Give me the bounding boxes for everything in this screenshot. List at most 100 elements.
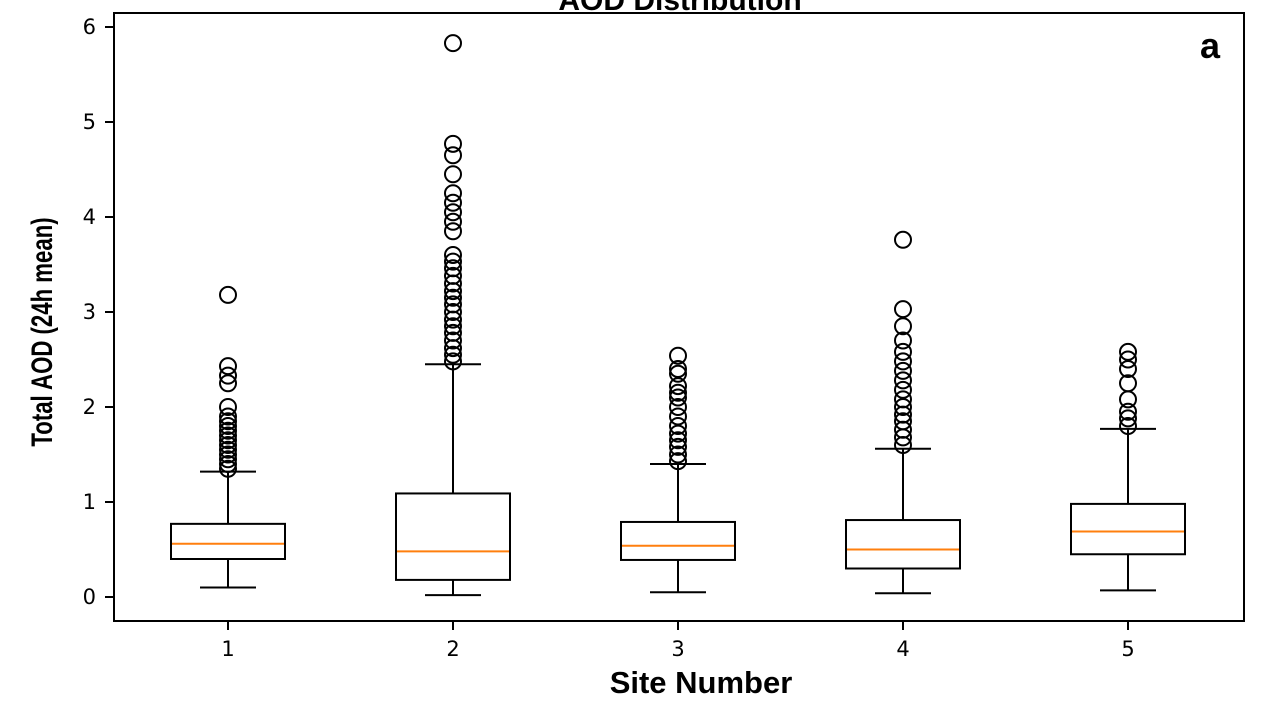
outlier-point bbox=[669, 364, 687, 383]
outlier-point bbox=[894, 371, 912, 390]
y-axis: 0 1 2 3 4 5 6 bbox=[83, 15, 114, 609]
outlier-point bbox=[219, 459, 237, 478]
x-tick-label: 1 bbox=[221, 637, 234, 661]
outlier-point bbox=[894, 342, 912, 361]
outlier-point bbox=[444, 193, 462, 212]
box-site-5 bbox=[1070, 342, 1186, 592]
outlier-point bbox=[669, 377, 687, 396]
outlier-point bbox=[669, 383, 687, 402]
outlier-point bbox=[444, 222, 462, 241]
y-tick-label: 6 bbox=[83, 15, 96, 39]
outlier-point bbox=[444, 212, 462, 231]
outlier-point bbox=[219, 455, 237, 473]
outlier-point bbox=[219, 374, 237, 393]
outlier-point bbox=[1119, 409, 1137, 428]
x-axis: 1 2 3 4 5 bbox=[221, 621, 1135, 661]
x-axis-label: Site Number bbox=[610, 665, 793, 700]
y-tick-label: 2 bbox=[83, 395, 96, 419]
outlier-point bbox=[1119, 390, 1137, 409]
outlier-point bbox=[669, 431, 687, 450]
x-tick-label: 2 bbox=[446, 637, 459, 661]
outlier-point bbox=[444, 252, 462, 271]
y-tick-label: 3 bbox=[83, 300, 96, 324]
outlier-point bbox=[669, 424, 687, 443]
outlier-point bbox=[894, 317, 912, 336]
outlier-point bbox=[444, 203, 462, 222]
outlier-point bbox=[444, 295, 462, 314]
y-axis-label: Total AOD (24h mean) bbox=[25, 217, 59, 446]
outlier-point bbox=[219, 417, 237, 435]
outlier-point bbox=[1119, 350, 1137, 369]
outlier-point bbox=[1119, 417, 1137, 435]
outlier-point bbox=[894, 398, 912, 416]
outlier-point bbox=[669, 388, 687, 407]
outlier-point bbox=[669, 445, 687, 464]
outlier-point bbox=[669, 417, 687, 435]
outlier-point bbox=[894, 230, 912, 249]
outlier-point bbox=[444, 288, 462, 307]
outlier-point bbox=[444, 352, 462, 371]
x-tick-label: 5 bbox=[1121, 637, 1134, 661]
outlier-point bbox=[444, 246, 462, 264]
outlier-point bbox=[894, 380, 912, 399]
outlier-point bbox=[444, 184, 462, 203]
outlier-point bbox=[894, 352, 912, 371]
outlier-point bbox=[669, 360, 687, 378]
box-site-4 bbox=[845, 230, 961, 595]
y-tick-label: 1 bbox=[83, 490, 96, 514]
outlier-point bbox=[444, 134, 462, 153]
outlier-point bbox=[444, 259, 462, 278]
box-site-2 bbox=[395, 34, 511, 597]
outlier-point bbox=[219, 398, 237, 416]
outlier-point bbox=[219, 285, 237, 304]
outlier-point bbox=[669, 398, 687, 416]
outlier-point bbox=[219, 407, 237, 426]
outlier-point bbox=[444, 303, 462, 321]
outlier-point bbox=[444, 323, 462, 342]
outlier-point bbox=[669, 346, 687, 365]
outlier-point bbox=[444, 345, 462, 364]
panel-label: a bbox=[1200, 25, 1221, 66]
outlier-point bbox=[894, 412, 912, 431]
outlier-point bbox=[444, 146, 462, 165]
outlier-point bbox=[669, 437, 687, 456]
outlier-point bbox=[444, 266, 462, 285]
outlier-point bbox=[444, 331, 462, 350]
x-tick-label: 3 bbox=[671, 637, 684, 661]
outlier-point bbox=[1119, 360, 1137, 378]
outlier-point bbox=[219, 426, 237, 445]
y-tick-label: 5 bbox=[83, 110, 96, 134]
outlier-point bbox=[894, 361, 912, 380]
outlier-point bbox=[219, 412, 237, 431]
outlier-point bbox=[1119, 342, 1137, 361]
outlier-point bbox=[669, 452, 687, 471]
box-series bbox=[170, 34, 1186, 597]
outlier-point bbox=[894, 331, 912, 350]
outlier-point bbox=[219, 436, 237, 454]
outlier-point bbox=[219, 445, 237, 464]
outlier-point bbox=[219, 450, 237, 469]
iqr-box bbox=[395, 492, 511, 581]
box-site-3 bbox=[620, 346, 736, 594]
box-site-1 bbox=[170, 285, 286, 589]
outlier-point bbox=[219, 421, 237, 440]
outlier-point bbox=[219, 431, 237, 450]
outlier-point bbox=[219, 440, 237, 459]
outlier-point bbox=[894, 390, 912, 409]
outlier-point bbox=[219, 357, 237, 376]
outlier-point bbox=[444, 317, 462, 336]
outlier-point bbox=[1119, 402, 1137, 421]
iqr-box bbox=[170, 522, 286, 560]
outlier-point bbox=[219, 366, 237, 385]
outlier-point bbox=[444, 165, 462, 184]
iqr-box bbox=[620, 520, 736, 561]
outlier-point bbox=[669, 407, 687, 426]
x-tick-label: 4 bbox=[896, 637, 909, 661]
iqr-box bbox=[1070, 502, 1186, 556]
outlier-point bbox=[1119, 374, 1137, 393]
y-tick-label: 0 bbox=[83, 585, 96, 609]
iqr-box bbox=[845, 519, 961, 570]
y-tick-label: 4 bbox=[83, 205, 96, 229]
outlier-point bbox=[444, 34, 462, 53]
